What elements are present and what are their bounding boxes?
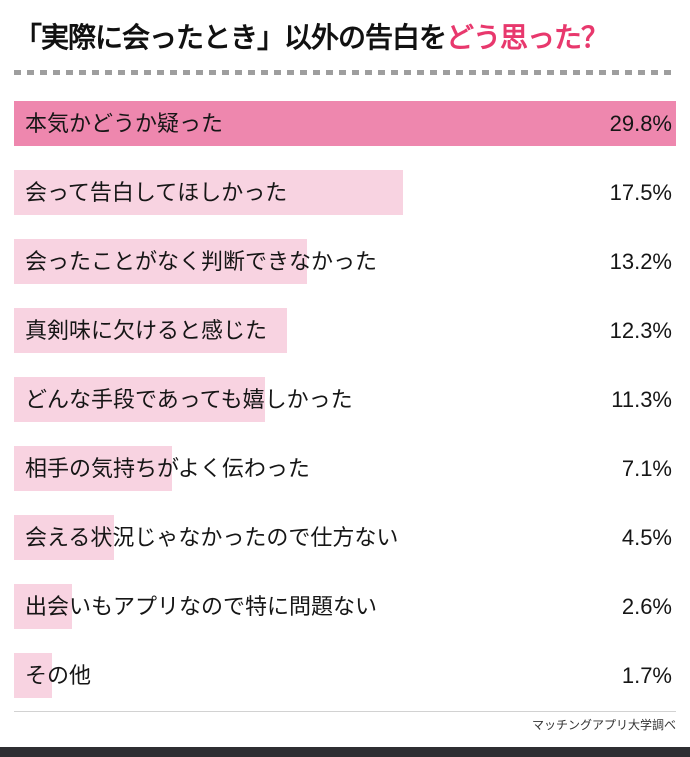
row-value: 7.1% <box>621 456 672 481</box>
row-value: 11.3% <box>611 387 672 412</box>
row-value: 13.2% <box>609 249 672 274</box>
chart-row: 会える状況じゃなかったので仕方ない 4.5% <box>14 515 676 560</box>
title-main: 「実際に会ったとき」以外の告白を <box>14 22 447 53</box>
bar-fill <box>14 653 52 698</box>
row-value: 29.8% <box>609 111 672 136</box>
bar-fill <box>14 101 676 146</box>
chart-row: 本気かどうか疑った 29.8% <box>14 101 676 146</box>
bottom-bar <box>0 747 690 757</box>
title-accent: どう思った？ <box>446 22 609 53</box>
bar-fill <box>14 170 403 215</box>
row-value: 1.7% <box>621 663 672 688</box>
row-label: どんな手段であっても嬉しかった <box>25 387 353 412</box>
bar-fill <box>14 239 308 284</box>
row-value: 12.3% <box>609 318 672 343</box>
page-title: 「実際に会ったとき」以外の告白をどう思った？ <box>14 16 676 56</box>
chart-row: その他 1.7% <box>14 653 676 698</box>
chart-container: 「実際に会ったとき」以外の告白をどう思った？ 本気かどうか疑った 29.8% 会って… <box>14 16 676 698</box>
chart-row: 会って告白してほしかった 17.5% <box>14 170 676 215</box>
chart-row: 会ったことがなく判断できなかった 13.2% <box>14 239 676 284</box>
row-label: 真剣味に欠けると感じた <box>25 318 268 343</box>
dashed-divider <box>14 70 676 75</box>
chart-row: どんな手段であっても嬉しかった 11.3% <box>14 377 676 422</box>
chart-row: 出会いもアプリなので特に問題ない 2.6% <box>14 584 676 629</box>
row-value: 17.5% <box>609 180 672 205</box>
row-label: 出会いもアプリなので特に問題ない <box>25 594 378 619</box>
row-label: 会ったことがなく判断できなかった <box>25 249 378 274</box>
row-label: 本気かどうか疑った <box>25 111 224 136</box>
row-value: 2.6% <box>621 594 672 619</box>
source-credit: マッチングアプリ大学調べ <box>531 718 676 732</box>
chart-rows: 本気かどうか疑った 29.8% 会って告白してほしかった 17.5% 会ったことがなく判… <box>14 101 676 698</box>
row-label: その他 <box>25 663 92 688</box>
bar-fill <box>14 584 72 629</box>
chart-row: 相手の気持ちがよく伝わった 7.1% <box>14 446 676 491</box>
footer: マッチングアプリ大学調べ <box>14 711 676 733</box>
row-label: 会って告白してほしかった <box>25 180 288 205</box>
chart-row: 真剣味に欠けると感じた 12.3% <box>14 308 676 353</box>
row-label: 相手の気持ちがよく伝わった <box>25 456 310 481</box>
bar-fill <box>14 377 266 422</box>
bar-fill <box>14 446 172 491</box>
bar-fill <box>14 308 288 353</box>
bar-fill <box>14 515 114 560</box>
row-label: 会える状況じゃなかったので仕方ない <box>25 525 399 550</box>
row-value: 4.5% <box>621 525 672 550</box>
